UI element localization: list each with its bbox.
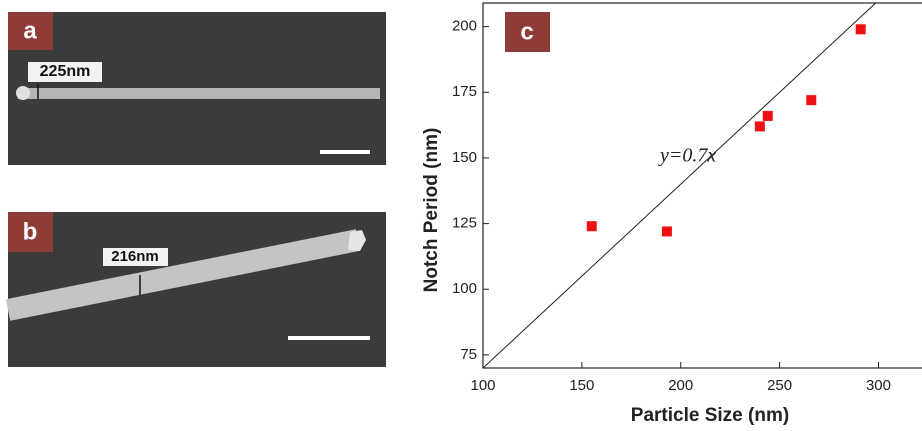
panel-label: a (23, 17, 37, 44)
data-point (754, 121, 765, 132)
x-axis-title: Particle Size (nm) (631, 405, 789, 426)
measure-box (28, 62, 102, 82)
panel-label-box (8, 12, 53, 50)
fit-label: y=0.7x (658, 145, 716, 167)
measure-box (103, 248, 168, 266)
fit-line (482, 2, 877, 369)
plot-frame (482, 2, 922, 369)
data-point (661, 226, 672, 237)
data-point (586, 221, 597, 232)
x-tick-label: 150 (569, 377, 594, 394)
x-tick-label: 100 (470, 377, 495, 394)
y-tick-label: 150 (452, 149, 477, 166)
data-point (806, 95, 817, 106)
measure-label: 216nm (111, 248, 159, 265)
panel-label-box (505, 12, 550, 52)
y-tick-label: 125 (452, 215, 477, 232)
y-tick-label: 175 (452, 83, 477, 100)
data-point (855, 24, 866, 35)
y-tick-label: 75 (460, 346, 477, 363)
x-tick-label: 300 (866, 377, 891, 394)
nanowire (5, 229, 361, 321)
panel-label: c (520, 18, 533, 45)
y-axis-title: Notch Period (nm) (421, 128, 442, 293)
nanowire-tip (16, 86, 30, 100)
nanowire (18, 88, 380, 99)
x-tick-label: 200 (668, 377, 693, 394)
panel-label: b (23, 218, 38, 245)
data-point (762, 110, 773, 121)
panel-label-box (8, 212, 53, 252)
x-tick-label: 250 (767, 377, 792, 394)
y-tick-label: 200 (452, 18, 477, 35)
y-tick-label: 100 (452, 280, 477, 297)
nanowire-tip (348, 230, 366, 251)
measure-label: 225nm (40, 63, 91, 80)
